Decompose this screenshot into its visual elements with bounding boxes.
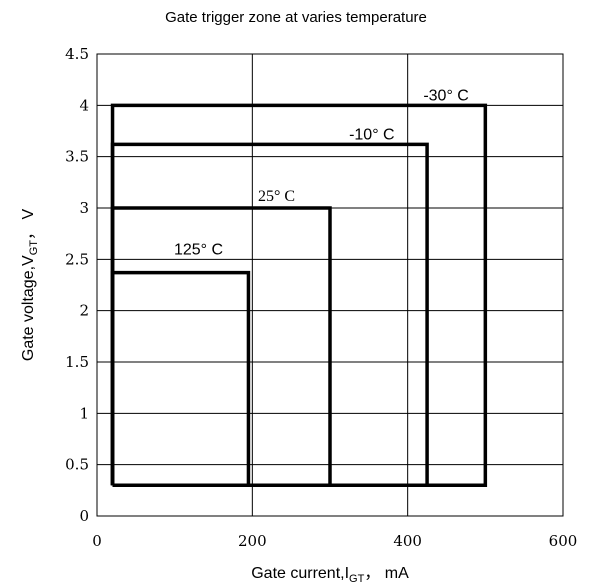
y-tick-label: 3.5: [65, 148, 89, 166]
trigger-zones: [110, 103, 488, 487]
zone-label-1: -10° C: [349, 126, 395, 143]
zone-label-2: 25° C: [258, 188, 295, 205]
zone-boundary-3: [110, 270, 251, 487]
y-tick-label: 0.5: [65, 456, 89, 474]
y-tick-label: 1.5: [65, 353, 89, 371]
y-tick-label: 4.5: [65, 45, 89, 63]
y-tick-label: 1: [79, 404, 89, 422]
y-axis-label-sub: GT: [28, 240, 40, 256]
zone-boundary-0: [110, 103, 488, 487]
x-axis-label-sub: GT: [349, 573, 365, 585]
y-axis-ticks: 0 0.5 1 1.5 2 2.5 3 3.5 4 4.5: [65, 45, 89, 525]
y-tick-label: 0: [79, 507, 89, 525]
x-axis-label-main: Gate current,I: [251, 565, 349, 582]
x-axis-ticks: 0 200 400 600: [92, 532, 577, 550]
zone-label-3: 125° C: [174, 242, 223, 259]
y-axis-label: Gate voltage,VGT， V: [20, 209, 40, 362]
plot-area-frame: [96, 53, 564, 517]
x-tick-label: 400: [393, 532, 422, 550]
x-tick-label: 600: [549, 532, 578, 550]
y-tick-label: 4: [79, 96, 89, 114]
y-axis-label-suffix: ， V: [20, 209, 37, 240]
zone-label-0: -30° C: [423, 87, 469, 104]
y-tick-label: 2: [79, 302, 89, 320]
x-axis-label: Gate current,IGT， mA: [251, 565, 409, 585]
x-axis-label-suffix: ， mA: [364, 565, 409, 582]
x-tick-label: 0: [92, 532, 102, 550]
zone-labels: -30° C -10° C 25° C 125° C: [174, 87, 469, 258]
y-tick-label: 3: [79, 199, 89, 217]
y-axis-label-main: Gate voltage,V: [20, 255, 37, 361]
x-tick-label: 200: [238, 532, 267, 550]
y-tick-label: 2.5: [65, 250, 89, 268]
chart-title: Gate trigger zone at varies temperature: [165, 9, 427, 26]
